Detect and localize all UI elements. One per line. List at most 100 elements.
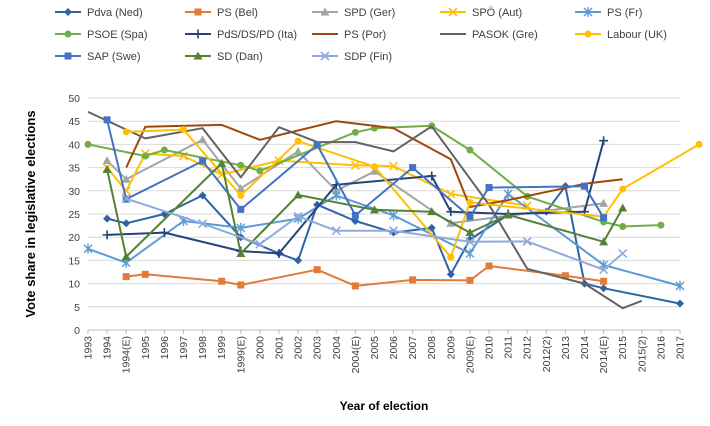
legend-item-sp-aut: SPÖ (Aut) [440,7,522,19]
y-tick-label: 30 [68,186,80,198]
data-point-pdva-ned [427,223,436,232]
data-point-ps-fr [236,222,246,233]
data-point-ps-fr [331,190,341,201]
x-tick-label: 2005 [369,336,381,360]
y-tick-label: 5 [74,302,80,314]
series-line-ps-bel [126,265,604,287]
data-point-psoe-spa [351,128,359,136]
x-tick-label: 2015(2) [636,336,648,372]
data-point-spd-ger [599,198,609,207]
legend-item-psoe-spa: PSOE (Spa) [55,29,148,41]
data-point-ps-bel [600,277,608,285]
data-point-labour-uk [179,126,187,134]
data-point-sd-dan [618,203,628,212]
x-tick-label: 1993 [83,336,95,360]
y-tick-label: 35 [68,163,80,175]
legend-marker [448,7,458,17]
x-tick-label: 2004(E) [350,336,362,373]
legend-item-sap-swe: SAP (Swe) [55,51,141,63]
series-line-labour-uk [126,128,700,259]
data-point-pds-ds-pd-ita [446,207,456,217]
data-point-pds-ds-pd-ita [599,136,609,146]
x-tick-label: 2012 [522,336,534,360]
x-tick-label: 2017 [675,336,687,360]
x-tick-label: 2009 [445,336,457,360]
x-tick-label: 1995 [140,336,152,360]
legend-label: PS (Por) [344,29,386,41]
series-ps-por [125,120,623,208]
data-point-sap-swe [581,182,589,190]
data-point-ps-fr [83,243,93,254]
data-point-pdva-ned [599,284,608,293]
legend-label: PSOE (Spa) [87,29,148,41]
y-tick-label: 50 [68,93,80,105]
data-point-pdva-ned [294,256,303,265]
series-pasok-gre [87,110,643,310]
y-axis-title: Vote share in legislative elections [23,110,38,317]
legend: Pdva (Ned) PS (Bel) SPD (Ger) SPÖ (Aut) PS (… [55,7,667,63]
data-point-labour-uk [466,198,474,206]
data-point-labour-uk [294,137,302,145]
data-point-sd-dan [236,248,246,257]
legend-marker [193,51,203,60]
data-point-labour-uk [695,140,703,148]
x-tick-label: 1994(E) [121,336,133,373]
series-ps-bel [122,262,608,290]
x-tick-label: 2006 [388,336,400,360]
x-tick-label: 2008 [426,336,438,360]
x-tick-label: 2003 [312,336,324,360]
legend-item-sdp-fin: SDP (Fin) [312,51,392,63]
data-point-pdva-ned [446,270,455,279]
data-point-spd-ger [236,183,246,192]
data-point-sd-dan [121,252,131,261]
legend-marker [320,51,330,61]
legend-item-pdva-ned: Pdva (Ned) [55,7,143,19]
y-tick-label: 0 [74,325,80,337]
data-point-psoe-spa [657,221,665,229]
data-point-sap-swe [409,164,417,172]
legend-item-spd-ger: SPD (Ger) [312,7,395,19]
series-line-sdp-fin [125,197,624,271]
data-point-sdp-fin [331,226,341,236]
legend-label: SAP (Swe) [87,51,141,63]
series-pdva-ned [103,182,684,308]
data-point-sap-swe [237,205,245,213]
legend-label: PS (Bel) [217,7,258,19]
x-axis-title: Year of election [340,399,429,413]
legend-label: SDP (Fin) [344,51,392,63]
data-point-ps-bel [561,272,569,280]
data-point-sd-dan [102,164,112,173]
data-point-ps-bel [409,276,417,284]
data-point-sap-swe [466,213,474,221]
data-point-labour-uk [122,128,130,136]
data-point-ps-bel [122,273,130,281]
legend-marker [64,8,72,16]
data-point-sdp-fin [599,265,609,275]
data-point-sdp-fin [465,237,475,247]
data-point-ps-fr [503,189,513,200]
x-tick-label: 2001 [273,336,285,360]
data-point-sd-dan [293,190,303,199]
x-tick-label: 2010 [484,336,496,360]
y-tick-label: 20 [68,232,80,244]
data-point-sd-dan [599,237,609,246]
legend-label: PS (Fr) [607,7,642,19]
data-point-sap-swe [199,157,207,165]
x-tick-label: 2014 [579,336,591,360]
data-point-sd-dan [427,207,437,216]
series-line-ps-por [125,120,623,208]
data-point-psoe-spa [237,161,245,169]
legend-item-ps-fr: PS (Fr) [575,7,642,19]
legend-item-labour-uk: Labour (UK) [575,29,667,41]
data-point-ps-bel [313,266,321,274]
data-point-sap-swe [313,141,321,149]
data-point-sdp-fin [121,194,131,204]
x-tick-label: 1997 [178,336,190,360]
y-tick-label: 15 [68,255,80,267]
data-point-psoe-spa [160,146,168,154]
x-axis-ticks: 1993 1994 1994(E) 1995 1996 1997 1998 1999 1999(… [83,330,687,373]
data-point-sd-dan [369,205,379,214]
data-point-pdva-ned [676,299,684,308]
y-tick-label: 40 [68,139,80,151]
data-point-spd-ger [293,146,303,155]
